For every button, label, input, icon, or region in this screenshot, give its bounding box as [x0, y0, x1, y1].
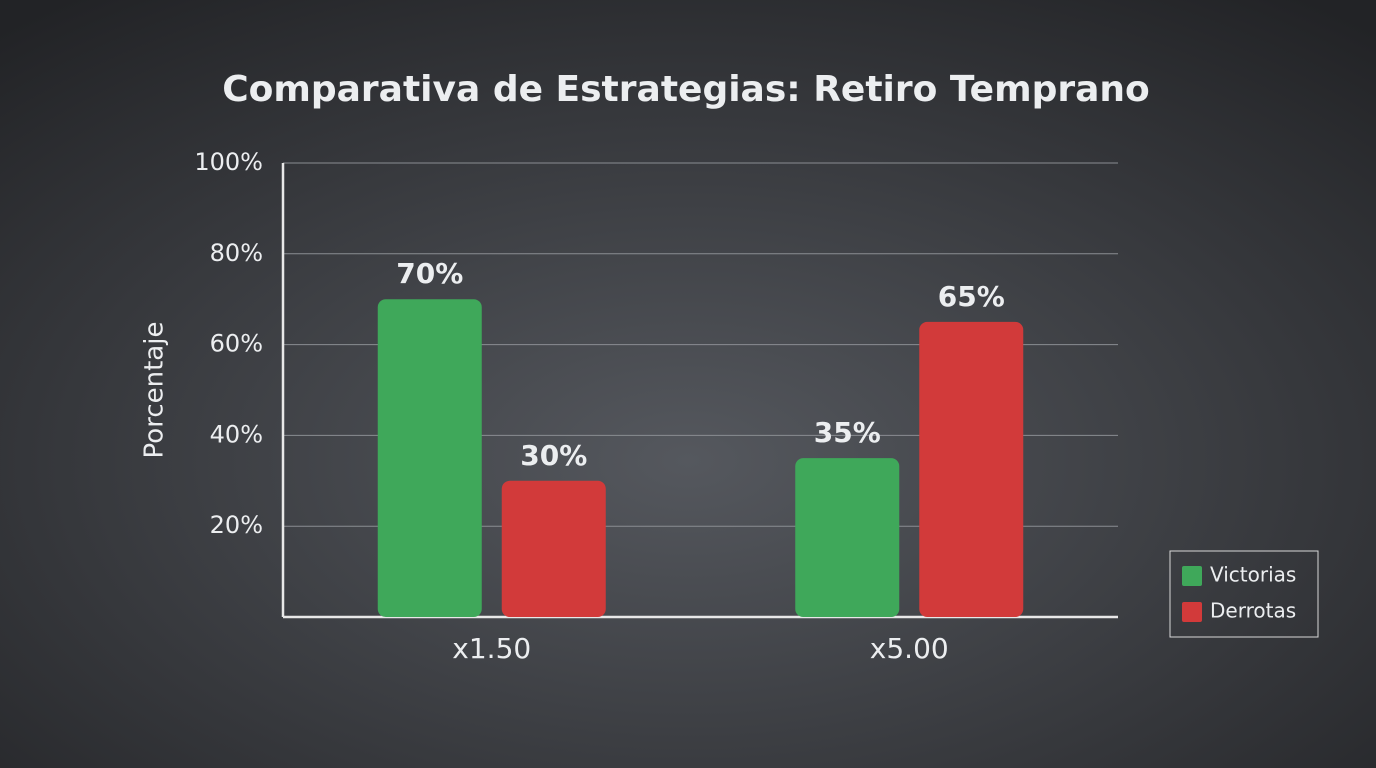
legend-label: Victorias [1210, 563, 1296, 587]
value-label: 30% [520, 439, 587, 472]
bar [501, 480, 606, 617]
legend-swatch [1182, 602, 1202, 622]
chart-title: Comparativa de Estrategias: Retiro Tempr… [222, 69, 1150, 110]
legend-label: Derrotas [1210, 599, 1296, 623]
y-axis-label: Porcentaje [140, 322, 170, 459]
y-tick-label: 20% [210, 511, 263, 539]
bar [795, 458, 900, 617]
bar [919, 321, 1024, 617]
x-tick-label: x1.50 [452, 632, 531, 665]
y-tick-label: 40% [210, 420, 263, 448]
legend-box [1169, 550, 1319, 638]
bar [377, 299, 482, 617]
value-label: 35% [814, 416, 881, 449]
value-label: 70% [396, 257, 463, 290]
y-tick-label: 80% [210, 239, 263, 267]
legend-swatch [1182, 566, 1202, 586]
y-tick-label: 100% [194, 148, 263, 176]
x-tick-label: x5.00 [870, 632, 949, 665]
value-label: 65% [938, 280, 1005, 313]
y-tick-label: 60% [210, 330, 263, 358]
